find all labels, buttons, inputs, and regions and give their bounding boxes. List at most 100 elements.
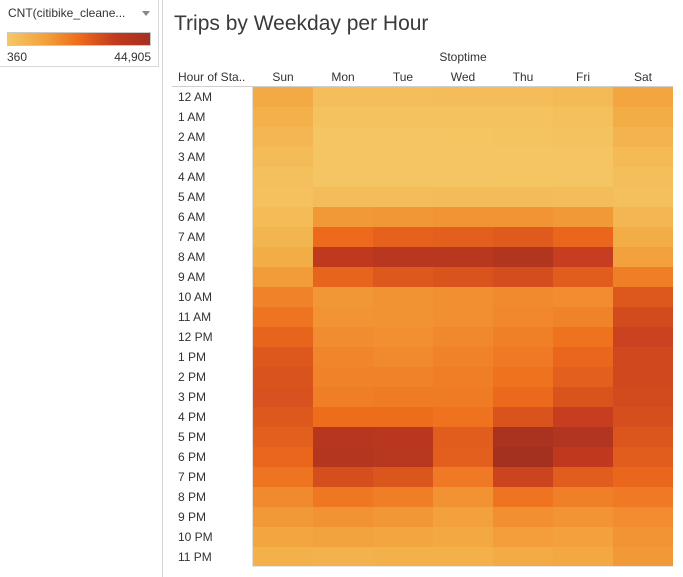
- heatmap-cell[interactable]: [313, 107, 373, 127]
- heatmap-cell[interactable]: [433, 467, 493, 487]
- heatmap-cell[interactable]: [433, 387, 493, 407]
- heatmap-cell[interactable]: [613, 307, 673, 327]
- heatmap-cell[interactable]: [613, 447, 673, 467]
- heatmap-cell[interactable]: [433, 187, 493, 207]
- heatmap-cell[interactable]: [253, 187, 313, 207]
- heatmap-cell[interactable]: [313, 227, 373, 247]
- heatmap-cell[interactable]: [253, 407, 313, 427]
- heatmap-cell[interactable]: [373, 247, 433, 267]
- row-label-9-pm[interactable]: 9 PM: [178, 510, 207, 524]
- heatmap-cell[interactable]: [613, 367, 673, 387]
- heatmap-cell[interactable]: [313, 127, 373, 147]
- column-label-wed[interactable]: Wed: [450, 70, 476, 84]
- heatmap-cell[interactable]: [373, 147, 433, 167]
- heatmap-cell[interactable]: [553, 367, 613, 387]
- heatmap-cell[interactable]: [253, 487, 313, 507]
- heatmap-cell[interactable]: [373, 307, 433, 327]
- heatmap-cell[interactable]: [253, 347, 313, 367]
- heatmap-cell[interactable]: [433, 347, 493, 367]
- column-label-fri[interactable]: Fri: [576, 70, 590, 84]
- heatmap-cell[interactable]: [493, 227, 553, 247]
- heatmap-cell[interactable]: [493, 407, 553, 427]
- heatmap-cell[interactable]: [373, 287, 433, 307]
- heatmap-cell[interactable]: [613, 107, 673, 127]
- heatmap-cell[interactable]: [553, 127, 613, 147]
- heatmap-cell[interactable]: [373, 507, 433, 527]
- heatmap-cell[interactable]: [313, 267, 373, 287]
- heatmap-cell[interactable]: [613, 387, 673, 407]
- heatmap-cell[interactable]: [493, 207, 553, 227]
- heatmap-cell[interactable]: [313, 527, 373, 547]
- heatmap-cell[interactable]: [493, 147, 553, 167]
- heatmap-cell[interactable]: [433, 327, 493, 347]
- heatmap-cell[interactable]: [313, 207, 373, 227]
- heatmap-cell[interactable]: [613, 547, 673, 567]
- heatmap-cell[interactable]: [553, 87, 613, 107]
- heatmap-cell[interactable]: [493, 347, 553, 367]
- row-label-4-pm[interactable]: 4 PM: [178, 410, 207, 424]
- heatmap-cell[interactable]: [253, 167, 313, 187]
- heatmap-cell[interactable]: [553, 307, 613, 327]
- heatmap-cell[interactable]: [373, 407, 433, 427]
- heatmap-cell[interactable]: [433, 267, 493, 287]
- column-label-thu[interactable]: Thu: [512, 70, 534, 84]
- heatmap-cell[interactable]: [253, 507, 313, 527]
- row-label-3-pm[interactable]: 3 PM: [178, 390, 207, 404]
- row-label-7-am[interactable]: 7 AM: [178, 230, 206, 244]
- row-label-5-pm[interactable]: 5 PM: [178, 430, 207, 444]
- row-label-6-pm[interactable]: 6 PM: [178, 450, 207, 464]
- heatmap-cell[interactable]: [613, 87, 673, 107]
- heatmap-cell[interactable]: [373, 347, 433, 367]
- heatmap-cell[interactable]: [493, 327, 553, 347]
- legend-dropdown-icon[interactable]: [139, 6, 153, 20]
- heatmap-cell[interactable]: [493, 87, 553, 107]
- heatmap-cell[interactable]: [253, 367, 313, 387]
- heatmap-cell[interactable]: [433, 207, 493, 227]
- heatmap-cell[interactable]: [553, 427, 613, 447]
- heatmap-cell[interactable]: [433, 367, 493, 387]
- row-label-2-am[interactable]: 2 AM: [178, 130, 206, 144]
- heatmap-cell[interactable]: [313, 487, 373, 507]
- row-label-8-am[interactable]: 8 AM: [178, 250, 206, 264]
- heatmap-cell[interactable]: [613, 507, 673, 527]
- row-label-11-pm[interactable]: 11 PM: [178, 550, 212, 564]
- heatmap-cell[interactable]: [493, 107, 553, 127]
- heatmap-cell[interactable]: [613, 247, 673, 267]
- heatmap-cell[interactable]: [253, 447, 313, 467]
- heatmap-cell[interactable]: [553, 187, 613, 207]
- heatmap-cell[interactable]: [493, 467, 553, 487]
- heatmap-cell[interactable]: [253, 327, 313, 347]
- heatmap-cell[interactable]: [493, 267, 553, 287]
- heatmap-cell[interactable]: [373, 547, 433, 567]
- heatmap-cell[interactable]: [553, 267, 613, 287]
- row-label-10-pm[interactable]: 10 PM: [178, 530, 213, 544]
- heatmap-cell[interactable]: [553, 227, 613, 247]
- heatmap-cell[interactable]: [433, 87, 493, 107]
- heatmap-cell[interactable]: [253, 127, 313, 147]
- heatmap-cell[interactable]: [433, 407, 493, 427]
- row-header-label[interactable]: Hour of Sta..: [178, 70, 246, 84]
- row-label-12-pm[interactable]: 12 PM: [178, 330, 213, 344]
- heatmap-cell[interactable]: [313, 187, 373, 207]
- row-label-6-am[interactable]: 6 AM: [178, 210, 206, 224]
- heatmap-cell[interactable]: [373, 187, 433, 207]
- heatmap-cell[interactable]: [313, 507, 373, 527]
- row-label-10-am[interactable]: 10 AM: [178, 290, 213, 304]
- heatmap-cell[interactable]: [493, 127, 553, 147]
- row-label-5-am[interactable]: 5 AM: [178, 190, 206, 204]
- row-label-4-am[interactable]: 4 AM: [178, 170, 206, 184]
- heatmap-cell[interactable]: [553, 467, 613, 487]
- heatmap-cell[interactable]: [433, 527, 493, 547]
- column-label-mon[interactable]: Mon: [331, 70, 355, 84]
- heatmap-cell[interactable]: [493, 447, 553, 467]
- heatmap-cell[interactable]: [313, 547, 373, 567]
- heatmap-cell[interactable]: [313, 287, 373, 307]
- heatmap-cell[interactable]: [313, 447, 373, 467]
- heatmap-cell[interactable]: [433, 167, 493, 187]
- row-label-11-am[interactable]: 11 AM: [178, 310, 212, 324]
- row-label-1-am[interactable]: 1 AM: [178, 110, 206, 124]
- heatmap-cell[interactable]: [313, 147, 373, 167]
- heatmap-cell[interactable]: [373, 267, 433, 287]
- heatmap-cell[interactable]: [493, 367, 553, 387]
- heatmap-cell[interactable]: [433, 427, 493, 447]
